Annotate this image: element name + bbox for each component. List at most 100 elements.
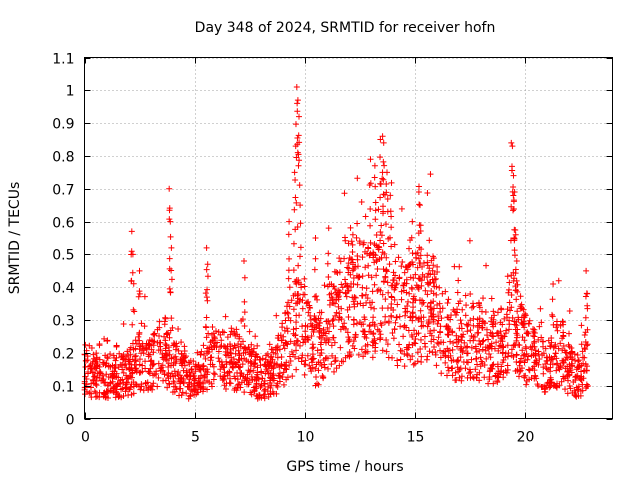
data-point <box>400 333 407 340</box>
data-point <box>221 369 228 376</box>
data-point <box>376 328 383 335</box>
data-point <box>391 241 398 248</box>
data-point <box>344 329 351 336</box>
data-point <box>377 154 384 161</box>
data-point <box>405 327 412 334</box>
data-point <box>519 347 526 354</box>
data-point <box>393 314 400 321</box>
data-point <box>570 379 577 386</box>
data-point <box>430 316 437 323</box>
data-point <box>293 325 300 332</box>
data-point <box>415 316 422 323</box>
data-point <box>415 330 422 337</box>
data-point <box>542 345 549 352</box>
data-point <box>410 361 417 368</box>
data-point <box>393 280 400 287</box>
data-point <box>165 370 172 376</box>
data-point <box>235 347 242 354</box>
data-point <box>362 248 369 255</box>
data-point <box>583 367 590 374</box>
data-point <box>540 370 547 377</box>
data-point <box>401 363 408 370</box>
data-point <box>390 335 397 342</box>
data-point <box>239 373 246 380</box>
data-point <box>514 332 521 339</box>
data-point <box>294 97 301 104</box>
data-point <box>145 384 152 391</box>
data-point <box>166 285 173 292</box>
data-point <box>168 244 175 251</box>
data-point <box>250 345 257 352</box>
data-point <box>566 372 573 379</box>
data-point <box>539 352 546 359</box>
data-point <box>379 291 386 298</box>
data-point <box>452 312 459 319</box>
data-point <box>297 202 304 209</box>
data-point <box>378 254 385 261</box>
data-point <box>547 383 554 390</box>
data-point <box>311 316 318 323</box>
data-point <box>434 339 441 346</box>
data-point <box>324 355 331 362</box>
data-point <box>199 388 206 395</box>
data-point <box>389 354 396 361</box>
data-point <box>327 297 334 304</box>
data-point <box>286 353 293 360</box>
data-point <box>469 373 476 380</box>
data-point <box>350 261 357 268</box>
data-point <box>463 302 470 309</box>
data-point <box>513 351 520 358</box>
data-point <box>477 363 484 370</box>
data-point <box>574 386 581 393</box>
data-point <box>365 272 372 279</box>
data-point <box>468 344 475 351</box>
data-point <box>488 295 495 302</box>
data-point <box>125 375 132 382</box>
data-point <box>130 306 137 313</box>
data-point <box>397 323 404 330</box>
data-point <box>495 374 502 381</box>
data-point <box>499 349 506 356</box>
data-point <box>130 379 137 386</box>
data-point <box>200 379 207 386</box>
data-point <box>267 354 274 361</box>
data-point <box>371 281 378 288</box>
data-point <box>286 284 293 291</box>
data-point <box>387 208 394 215</box>
data-point <box>280 369 287 376</box>
data-point <box>232 375 239 382</box>
data-point <box>288 297 295 304</box>
data-point <box>504 306 511 313</box>
data-point <box>203 294 210 301</box>
data-point <box>430 279 437 286</box>
data-point <box>181 347 188 354</box>
data-point <box>505 326 512 333</box>
data-point <box>284 328 291 335</box>
data-point <box>438 315 445 322</box>
data-point <box>459 334 466 341</box>
data-point <box>380 176 387 183</box>
data-point <box>431 343 438 350</box>
data-point <box>506 321 513 328</box>
data-point <box>458 377 465 384</box>
data-point <box>426 348 433 355</box>
data-point <box>378 232 385 239</box>
data-point <box>506 299 513 306</box>
data-point <box>554 380 561 387</box>
data-point <box>158 364 165 371</box>
data-point <box>415 284 422 291</box>
data-point <box>410 275 417 282</box>
data-point <box>559 335 566 342</box>
data-point <box>120 369 127 376</box>
data-point <box>321 282 328 289</box>
data-point <box>409 250 416 257</box>
data-point <box>560 321 567 328</box>
data-point <box>162 377 169 384</box>
data-point <box>578 322 585 329</box>
data-point <box>505 286 512 293</box>
data-point <box>368 274 375 281</box>
data-point <box>267 369 274 376</box>
data-point <box>290 330 297 337</box>
data-point <box>203 314 210 321</box>
data-point <box>414 249 421 256</box>
